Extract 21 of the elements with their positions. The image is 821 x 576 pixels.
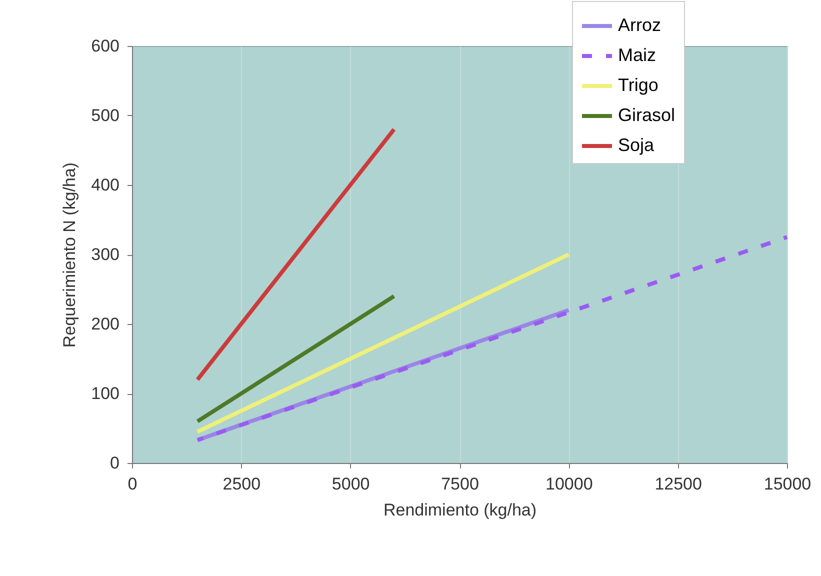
y-tick-label: 200 — [91, 314, 120, 334]
legend-label: Girasol — [618, 105, 676, 125]
y-tick-label: 0 — [110, 454, 120, 472]
y-tick-label: 100 — [91, 384, 120, 403]
legend-label: Maiz — [618, 45, 656, 65]
legend-label: Arroz — [618, 15, 662, 35]
x-axis-title: Rendimiento (kg/ha) — [383, 500, 537, 520]
y-tick-label: 600 — [91, 36, 120, 56]
x-tick-label: 7500 — [441, 474, 479, 494]
y-axis-title: Requerimiento N (kg/ha) — [60, 162, 80, 348]
y-tick-label: 500 — [91, 106, 120, 125]
legend-label: Soja — [618, 135, 656, 155]
y-tick-label: 400 — [91, 176, 120, 194]
x-tick-label: 5000 — [332, 474, 370, 494]
legend-label: Trigo — [618, 75, 658, 95]
x-tick-label: 2500 — [222, 474, 261, 494]
y-tick-label: 300 — [91, 245, 120, 264]
x-tick-label: 15000 — [764, 474, 812, 494]
x-tick-label: 0 — [128, 474, 138, 494]
x-tick-label: 12500 — [654, 474, 702, 494]
x-tick-label: 10000 — [546, 474, 593, 494]
